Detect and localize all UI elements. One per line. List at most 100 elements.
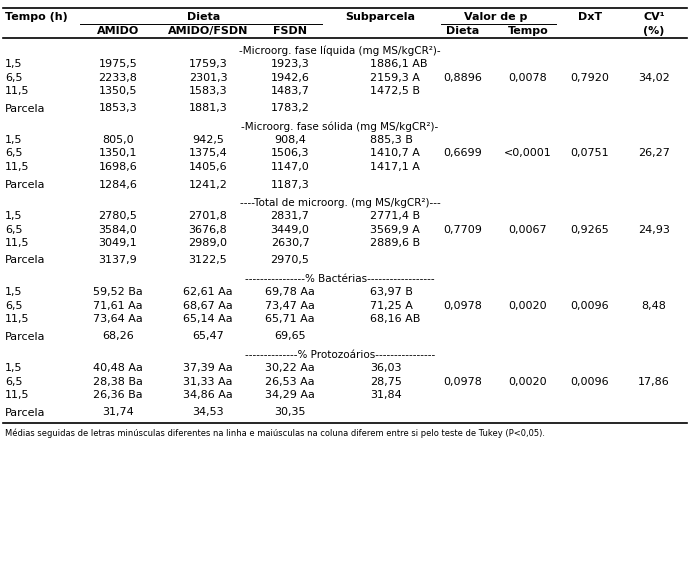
- Text: 36,03: 36,03: [370, 363, 402, 373]
- Text: 65,71 Aa: 65,71 Aa: [265, 314, 315, 324]
- Text: 11,5: 11,5: [5, 238, 30, 248]
- Text: 1375,4: 1375,4: [188, 149, 228, 158]
- Text: 34,02: 34,02: [638, 73, 670, 83]
- Text: 63,97 B: 63,97 B: [370, 287, 413, 297]
- Text: 1410,7 A: 1410,7 A: [370, 149, 420, 158]
- Text: 2233,8: 2233,8: [99, 73, 137, 83]
- Text: 0,6699: 0,6699: [444, 149, 482, 158]
- Text: 26,53 Aa: 26,53 Aa: [265, 376, 315, 386]
- Text: 65,14 Aa: 65,14 Aa: [183, 314, 233, 324]
- Text: <0,0001: <0,0001: [504, 149, 552, 158]
- Text: 1,5: 1,5: [5, 59, 23, 69]
- Text: 71,25 A: 71,25 A: [370, 301, 413, 311]
- Text: 68,26: 68,26: [102, 332, 134, 342]
- Text: 1923,3: 1923,3: [270, 59, 309, 69]
- Text: -Microorg. fase sólida (mg MS/kgCR²)-: -Microorg. fase sólida (mg MS/kgCR²)-: [241, 122, 439, 133]
- Text: 0,9265: 0,9265: [571, 224, 609, 234]
- Text: 3049,1: 3049,1: [99, 238, 137, 248]
- Text: 2970,5: 2970,5: [270, 255, 309, 265]
- Text: 30,35: 30,35: [274, 407, 306, 417]
- Text: 0,0078: 0,0078: [509, 73, 547, 83]
- Text: 1853,3: 1853,3: [99, 103, 137, 113]
- Text: 3584,0: 3584,0: [99, 224, 137, 234]
- Text: 31,74: 31,74: [102, 407, 134, 417]
- Text: 1506,3: 1506,3: [270, 149, 309, 158]
- Text: 31,84: 31,84: [370, 390, 402, 400]
- Text: 24,93: 24,93: [638, 224, 670, 234]
- Text: Tempo: Tempo: [508, 26, 549, 36]
- Text: 1187,3: 1187,3: [270, 180, 309, 190]
- Text: (%): (%): [643, 26, 664, 36]
- Text: 69,65: 69,65: [274, 332, 306, 342]
- Text: 1886,1 AB: 1886,1 AB: [370, 59, 428, 69]
- Text: 17,86: 17,86: [638, 376, 670, 386]
- Text: 6,5: 6,5: [5, 73, 23, 83]
- Text: 2889,6 B: 2889,6 B: [370, 238, 420, 248]
- Text: 65,47: 65,47: [192, 332, 224, 342]
- Text: Parcela: Parcela: [5, 255, 46, 265]
- Text: 2771,4 B: 2771,4 B: [370, 211, 420, 221]
- Text: 2989,0: 2989,0: [188, 238, 228, 248]
- Text: 68,16 AB: 68,16 AB: [370, 314, 420, 324]
- Text: 2701,8: 2701,8: [188, 211, 228, 221]
- Text: AMIDO: AMIDO: [97, 26, 139, 36]
- Text: --------------% Protozoários----------------: --------------% Protozoários------------…: [245, 350, 435, 360]
- Text: 0,7920: 0,7920: [571, 73, 609, 83]
- Text: 2780,5: 2780,5: [99, 211, 137, 221]
- Text: 1975,5: 1975,5: [99, 59, 137, 69]
- Text: Dieta: Dieta: [188, 12, 221, 22]
- Text: 6,5: 6,5: [5, 149, 23, 158]
- Text: 3122,5: 3122,5: [188, 255, 228, 265]
- Text: 1698,6: 1698,6: [99, 162, 137, 172]
- Text: 1759,3: 1759,3: [188, 59, 228, 69]
- Text: Parcela: Parcela: [5, 180, 46, 190]
- Text: 34,29 Aa: 34,29 Aa: [265, 390, 315, 400]
- Text: CV¹: CV¹: [643, 12, 664, 22]
- Text: 1350,1: 1350,1: [99, 149, 137, 158]
- Text: -Microorg. fase líquida (mg MS/kgCR²)-: -Microorg. fase líquida (mg MS/kgCR²)-: [239, 46, 441, 56]
- Text: 1350,5: 1350,5: [99, 86, 137, 96]
- Text: 0,0978: 0,0978: [444, 376, 482, 386]
- Text: 908,4: 908,4: [274, 135, 306, 145]
- Text: 0,8896: 0,8896: [444, 73, 482, 83]
- Text: Parcela: Parcela: [5, 103, 46, 113]
- Text: DxT: DxT: [578, 12, 602, 22]
- Text: 3569,9 A: 3569,9 A: [370, 224, 420, 234]
- Text: 26,36 Ba: 26,36 Ba: [93, 390, 143, 400]
- Text: ----------------% Bactérias------------------: ----------------% Bactérias-------------…: [245, 274, 435, 284]
- Text: 3137,9: 3137,9: [99, 255, 137, 265]
- Text: 1,5: 1,5: [5, 287, 23, 297]
- Text: 3449,0: 3449,0: [270, 224, 309, 234]
- Text: 0,0020: 0,0020: [509, 376, 547, 386]
- Text: Dieta: Dieta: [446, 26, 480, 36]
- Text: 2301,3: 2301,3: [188, 73, 227, 83]
- Text: 1881,3: 1881,3: [188, 103, 228, 113]
- Text: 34,86 Aa: 34,86 Aa: [183, 390, 233, 400]
- Text: Subparcela: Subparcela: [345, 12, 415, 22]
- Text: 73,64 Aa: 73,64 Aa: [93, 314, 143, 324]
- Text: 0,7709: 0,7709: [444, 224, 482, 234]
- Text: 73,47 Aa: 73,47 Aa: [265, 301, 315, 311]
- Text: 71,61 Aa: 71,61 Aa: [93, 301, 143, 311]
- Text: 11,5: 11,5: [5, 86, 30, 96]
- Text: 885,3 B: 885,3 B: [370, 135, 413, 145]
- Text: 30,22 Aa: 30,22 Aa: [265, 363, 315, 373]
- Text: 2630,7: 2630,7: [270, 238, 309, 248]
- Text: 62,61 Aa: 62,61 Aa: [183, 287, 233, 297]
- Text: Tempo (h): Tempo (h): [5, 12, 68, 22]
- Text: 26,27: 26,27: [638, 149, 670, 158]
- Text: 1,5: 1,5: [5, 211, 23, 221]
- Text: 8,48: 8,48: [642, 301, 667, 311]
- Text: 0,0020: 0,0020: [509, 301, 547, 311]
- Text: 3676,8: 3676,8: [188, 224, 228, 234]
- Text: Parcela: Parcela: [5, 332, 46, 342]
- Text: Valor de p: Valor de p: [464, 12, 527, 22]
- Text: 805,0: 805,0: [102, 135, 134, 145]
- Text: Médias seguidas de letras minúsculas diferentes na linha e maiúsculas na coluna : Médias seguidas de letras minúsculas dif…: [5, 428, 545, 437]
- Text: 1284,6: 1284,6: [99, 180, 137, 190]
- Text: 0,0751: 0,0751: [571, 149, 609, 158]
- Text: 2159,3 A: 2159,3 A: [370, 73, 420, 83]
- Text: 0,0978: 0,0978: [444, 301, 482, 311]
- Text: 28,75: 28,75: [370, 376, 402, 386]
- Text: 2831,7: 2831,7: [270, 211, 309, 221]
